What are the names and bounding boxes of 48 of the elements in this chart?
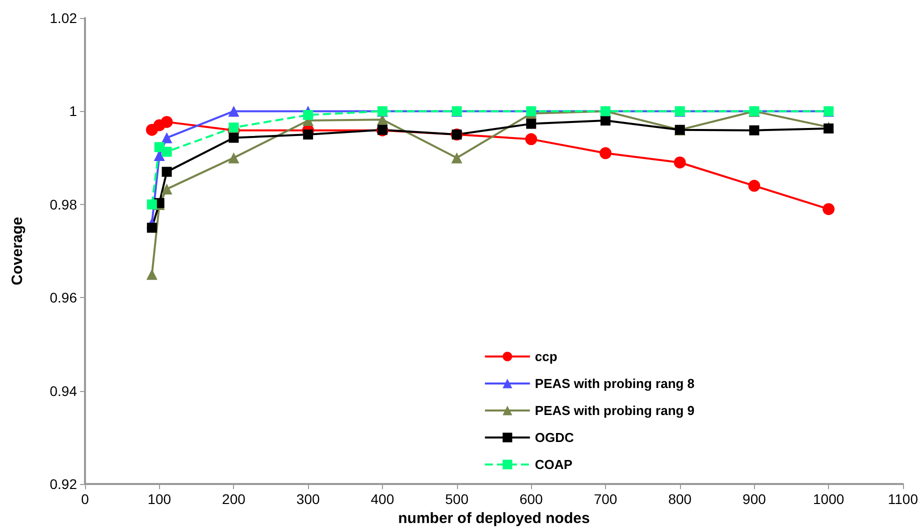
point — [451, 152, 462, 164]
point — [162, 166, 172, 177]
point — [526, 118, 536, 129]
point — [303, 130, 314, 140]
x-tick-label: 0 — [81, 491, 90, 508]
x-tick-label: 1000 — [813, 491, 844, 508]
y-tick-label: 1.02 — [50, 10, 78, 26]
x-tick-label: 300 — [296, 491, 320, 508]
y-tick-label: 0.96 — [50, 290, 78, 306]
y-tick-label: 0.92 — [50, 476, 78, 492]
legend-label: OGDC — [534, 430, 575, 445]
point — [160, 116, 173, 128]
point — [674, 156, 686, 168]
point — [748, 180, 760, 192]
point — [228, 132, 239, 143]
x-tick-label: 800 — [668, 491, 692, 508]
point — [600, 116, 611, 126]
point — [228, 152, 240, 164]
point — [749, 125, 760, 136]
x-tick-label: 1100 — [888, 491, 918, 508]
point — [146, 268, 158, 280]
point — [600, 147, 612, 160]
legend-label: PEAS with probing rang 9 — [534, 403, 695, 418]
x-tick-label: 400 — [370, 491, 394, 508]
point — [161, 132, 172, 144]
x-tick-label: 700 — [594, 491, 618, 508]
point — [161, 184, 172, 195]
legend-label: COAP — [534, 457, 573, 472]
y-tick-label: 0.98 — [50, 196, 78, 212]
y-axis-title: Coverage — [9, 216, 26, 286]
y-tick-label: 1 — [69, 103, 78, 120]
x-tick-label: 500 — [445, 491, 469, 508]
x-axis-title: number of deployed nodes — [398, 510, 590, 527]
point — [228, 122, 239, 133]
x-tick-label: 900 — [742, 491, 766, 508]
x-tick-label: 200 — [222, 491, 246, 508]
point — [525, 133, 538, 146]
point — [146, 199, 157, 210]
point — [228, 106, 240, 117]
point — [303, 110, 314, 120]
y-tick-label: 0.94 — [50, 382, 78, 399]
point — [162, 146, 172, 157]
legend-label: PEAS with probing rang 8 — [534, 376, 695, 391]
x-tick-label: 600 — [519, 491, 544, 508]
point — [822, 203, 835, 216]
x-tick-label: 100 — [148, 491, 172, 508]
point — [146, 222, 157, 233]
legend-label: ccp — [534, 349, 558, 364]
